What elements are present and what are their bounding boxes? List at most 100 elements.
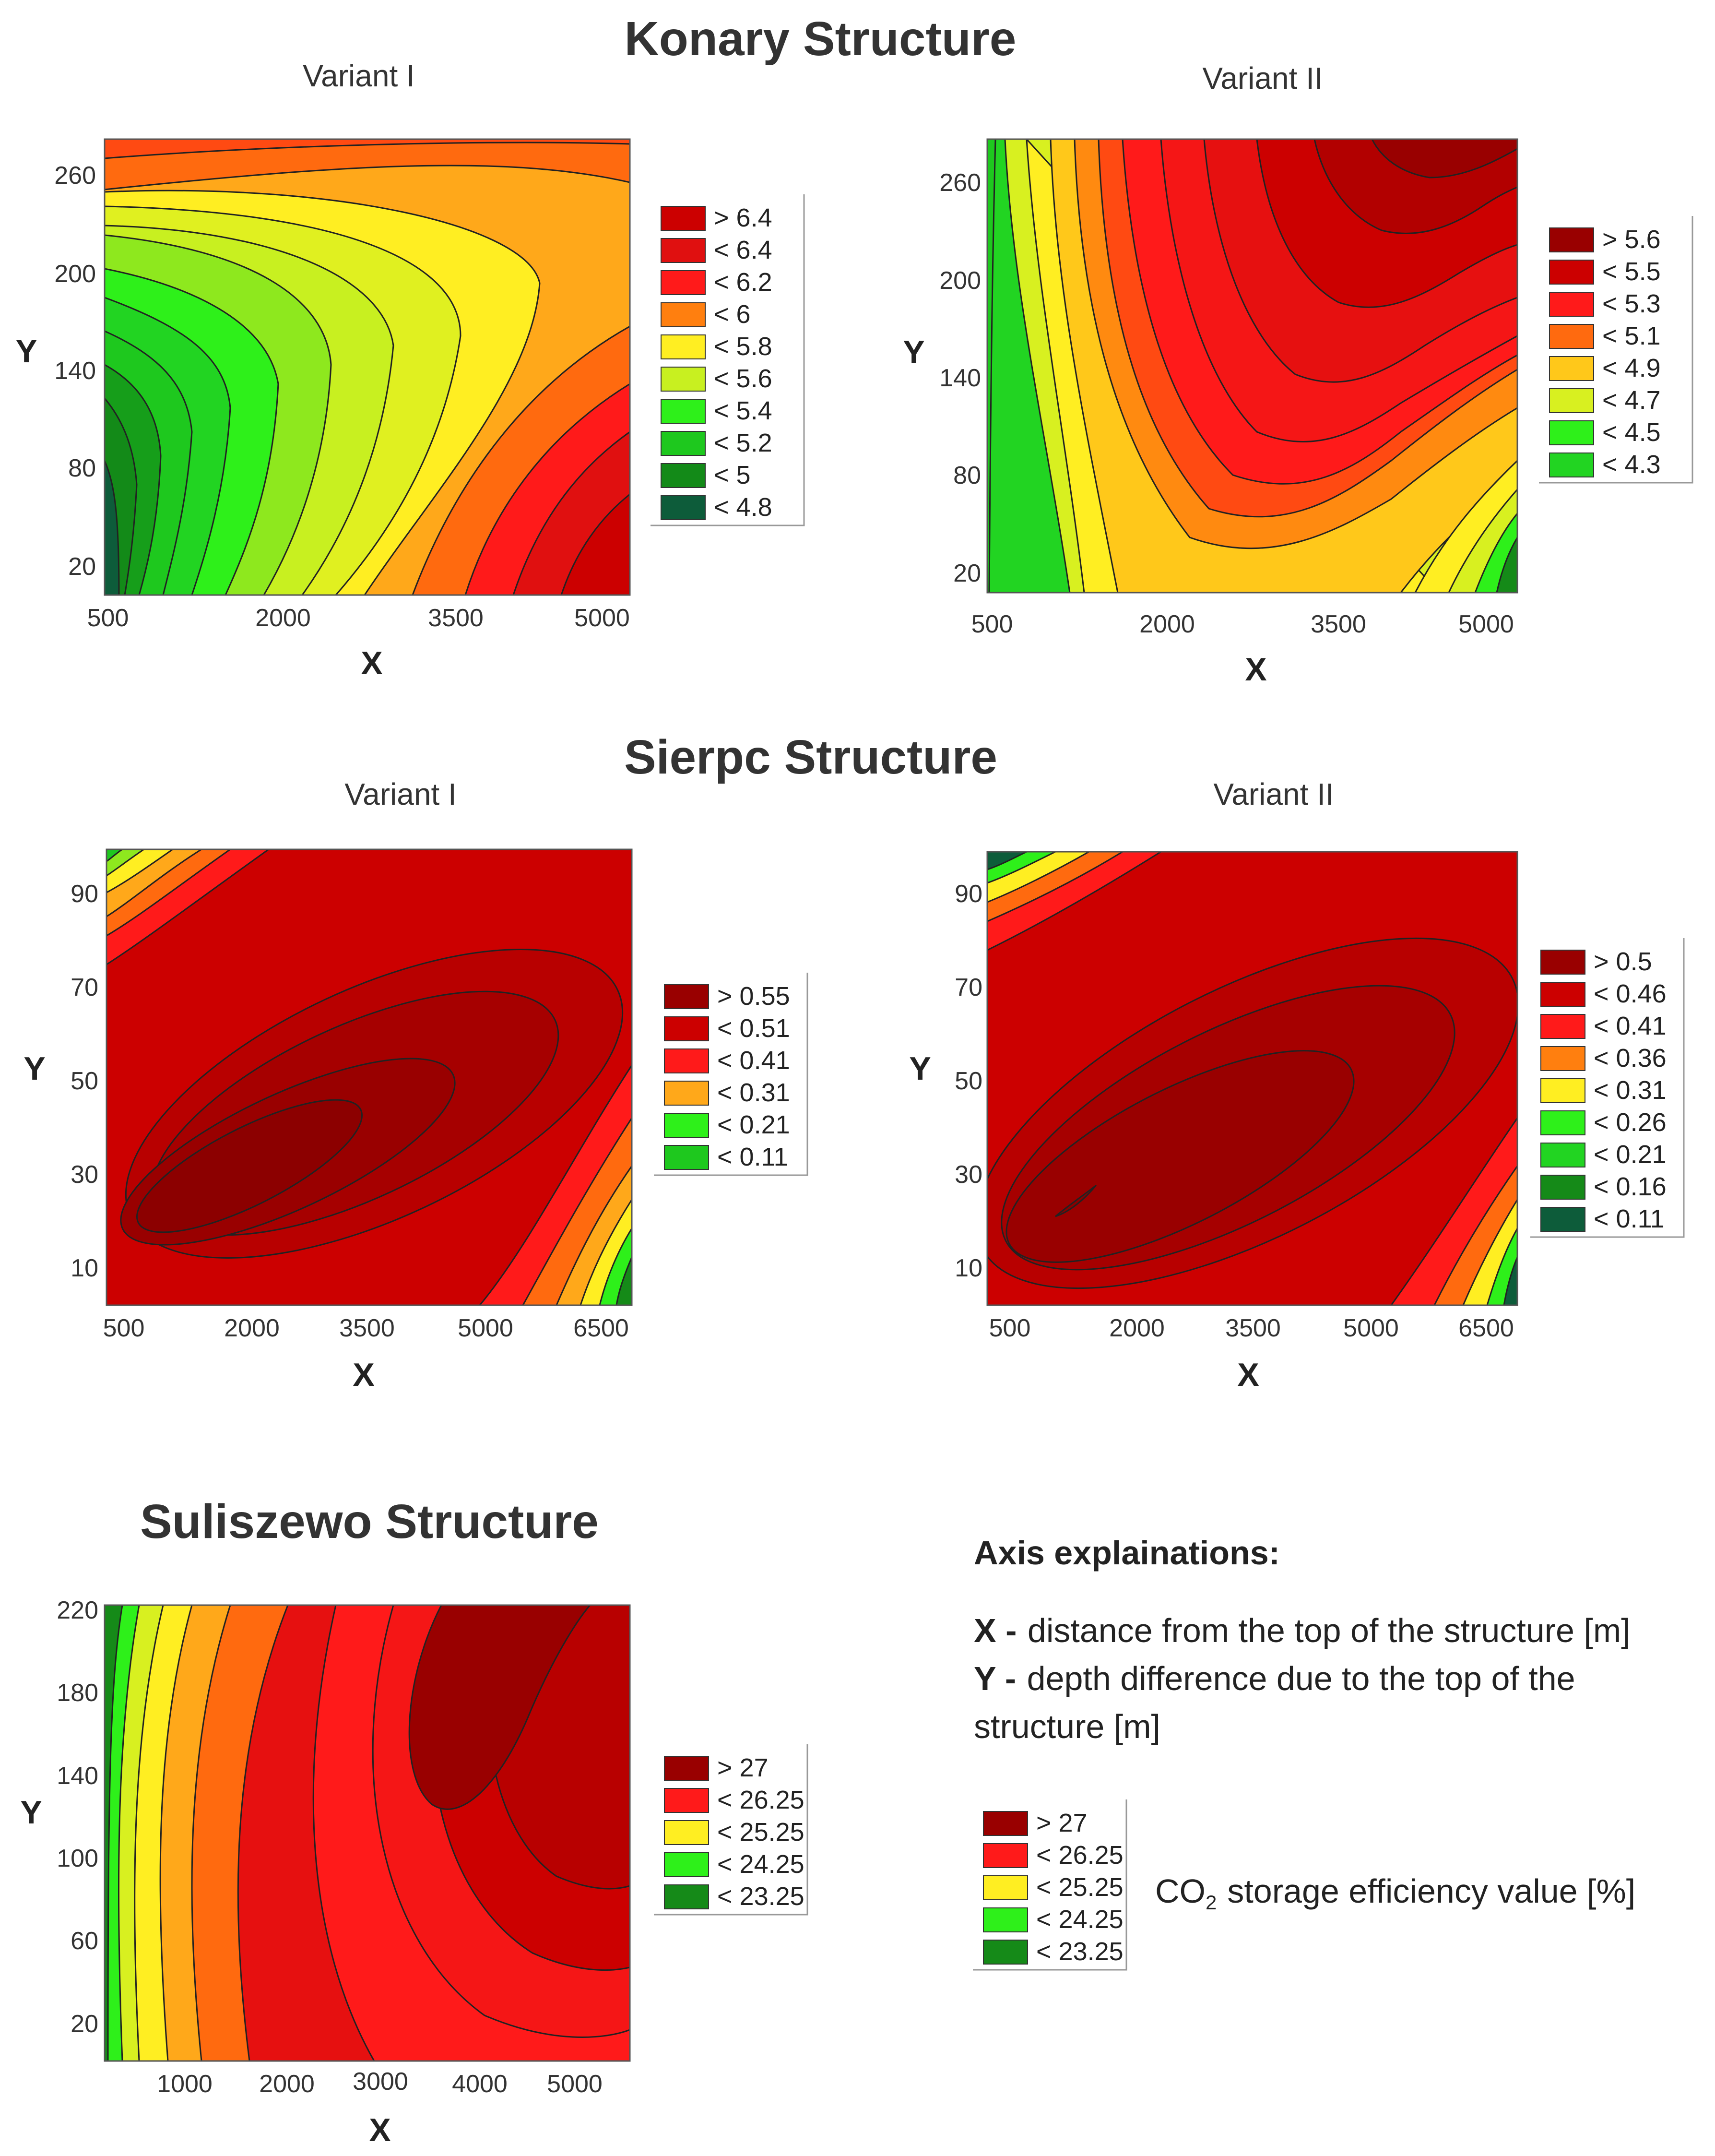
- contour-band: [105, 139, 630, 191]
- co2-subscript: 2: [1206, 1891, 1217, 1914]
- contour-band: [1371, 139, 1517, 179]
- legend-swatch: [1549, 420, 1594, 445]
- legend-frame: [973, 1799, 1127, 1971]
- legend-label: < 4.3: [1602, 450, 1661, 479]
- legend-label: < 6.4: [714, 236, 772, 264]
- legend-label: < 4.9: [1602, 354, 1661, 382]
- legend-label: < 0.51: [717, 1014, 790, 1043]
- legend-swatch: [1549, 388, 1594, 413]
- legend-label: < 0.21: [1594, 1140, 1667, 1169]
- sierpc-variant-1-chart: Variant I 500 2000 3500 5000 65: [24, 777, 808, 1393]
- x-tick-label: 5000: [547, 2070, 603, 2098]
- x-tick-label: 6500: [573, 1314, 629, 1342]
- y-key: Y -: [974, 1660, 1016, 1697]
- legend-swatch: [1540, 950, 1585, 975]
- y-explanation: Y - depth difference due to the top of t…: [974, 1660, 1575, 1697]
- y-tick-labels: 20 80 140 200 260: [939, 169, 981, 587]
- x-tick-label: 2000: [1109, 1314, 1165, 1342]
- y-tick-label: 50: [955, 1067, 982, 1095]
- x-tick-label: 2000: [259, 2070, 315, 2098]
- legend-swatch: [664, 1048, 709, 1073]
- contour-band: [105, 1605, 140, 2061]
- legend-label: < 4.5: [1602, 418, 1661, 447]
- contour-band: [408, 1605, 591, 1810]
- suliszewo-chart: 1000 2000 3000 4000 5000 20 60 100 140 1…: [20, 1596, 808, 2148]
- legend: > 0.5 < 0.46 < 0.41 < 0.36 < 0.31 < 0.26 < 0.2…: [1530, 938, 1685, 1238]
- y-axis-label: Y: [24, 1050, 45, 1087]
- y-text: depth difference due to the top of the: [1027, 1660, 1575, 1697]
- y-tick-labels: 10 30 50 70 90: [955, 880, 982, 1282]
- legend-label: < 0.11: [717, 1143, 788, 1171]
- y-tick-label: 60: [71, 1927, 98, 1955]
- y-tick-label: 260: [939, 169, 981, 197]
- legend-swatch: [1549, 292, 1594, 317]
- legend-label: > 27: [1036, 1809, 1088, 1837]
- legend-label: < 0.26: [1594, 1108, 1667, 1137]
- contour-plot-area: [105, 1605, 630, 2061]
- panel-title: Variant I: [303, 59, 415, 93]
- x-axis-label: X: [353, 1357, 374, 1393]
- panel-title: Variant I: [344, 777, 457, 811]
- legend-swatch: [661, 206, 706, 231]
- y-tick-label: 20: [953, 560, 981, 587]
- y-axis-label: Y: [903, 334, 924, 370]
- x-axis-label: X: [361, 645, 382, 681]
- legend-swatch: [664, 1852, 709, 1877]
- legend-swatch: [983, 1811, 1028, 1836]
- y-tick-label: 30: [71, 1161, 98, 1189]
- x-tick-labels: 1000 2000 3000 4000 5000: [157, 2068, 603, 2098]
- contour-band: [987, 139, 996, 593]
- konary-variant-1-chart: Variant I 500 2000 3500 5000: [15, 59, 805, 681]
- legend-swatch: [664, 1113, 709, 1138]
- x-tick-label: 3500: [1311, 610, 1366, 638]
- legend-swatch: [661, 334, 706, 359]
- x-tick-label: 500: [971, 610, 1013, 638]
- legend-frame: [1539, 216, 1693, 484]
- legend-label: < 0.46: [1594, 979, 1667, 1008]
- legend-label: < 23.25: [717, 1882, 804, 1911]
- x-tick-labels: 500 2000 3500 5000: [87, 604, 630, 632]
- legend-swatch: [664, 1081, 709, 1106]
- legend-frame: [651, 194, 805, 526]
- x-tick-labels: 500 2000 3500 5000 6500: [103, 1314, 629, 1342]
- contour-plot-area: [987, 139, 1517, 593]
- legend-swatch: [1540, 1046, 1585, 1071]
- co2-suffix: storage efficiency value [%]: [1227, 1872, 1635, 1910]
- legend-label: < 0.36: [1594, 1044, 1667, 1072]
- legend-label: > 0.5: [1594, 947, 1652, 976]
- x-tick-label: 6500: [1458, 1314, 1514, 1342]
- y-axis-label: Y: [20, 1794, 42, 1831]
- legend-label: < 0.31: [1594, 1076, 1667, 1105]
- legend: > 6.4 < 6.4 < 6.2 < 6 < 5.8 < 5.6 < 5.4 < 5.2 < …: [651, 194, 805, 526]
- contour-band: [1005, 1050, 1355, 1263]
- contour-plot-area: [106, 849, 632, 1305]
- contour-band: [987, 852, 1027, 870]
- sierpc-variant-2-chart: Variant II 500 2000 3500 5000 6500: [909, 777, 1685, 1393]
- legend-swatch: [1540, 982, 1585, 1007]
- y-tick-label: 140: [57, 1762, 98, 1790]
- legend-swatch: [664, 1145, 709, 1170]
- y-tick-label: 260: [54, 162, 96, 190]
- plot-frame: [104, 138, 631, 596]
- legend-swatch: [664, 984, 709, 1009]
- legend-label: < 5.6: [714, 364, 772, 393]
- contour-band: [136, 1099, 363, 1233]
- legend: > 0.55 < 0.51 < 0.41 < 0.31 < 0.21 < 0.11: [654, 973, 808, 1176]
- legend: > 27 < 26.25 < 25.25 < 24.25 < 23.25: [973, 1799, 1127, 1971]
- legend-swatch: [983, 1907, 1028, 1932]
- legend-label: > 27: [717, 1753, 769, 1782]
- legend-swatch: [664, 1884, 709, 1909]
- y-axis-label: Y: [909, 1050, 931, 1087]
- legend-swatch: [1540, 1014, 1585, 1039]
- contour-band: [560, 493, 630, 595]
- x-axis-label: X: [369, 2112, 390, 2148]
- legend-label: < 4.7: [1602, 386, 1661, 415]
- axis-explanations: Axis explainations: X - distance from th…: [973, 1534, 1635, 1971]
- x-axis-label: X: [1245, 651, 1266, 688]
- legend-label: < 25.25: [717, 1818, 804, 1846]
- legend-label: < 5.4: [714, 396, 772, 425]
- legend-label: < 5.1: [1602, 322, 1661, 350]
- x-tick-label: 500: [103, 1314, 145, 1342]
- contour-band: [1055, 1184, 1097, 1217]
- konary-structure-title: Konary Structure: [625, 12, 1017, 66]
